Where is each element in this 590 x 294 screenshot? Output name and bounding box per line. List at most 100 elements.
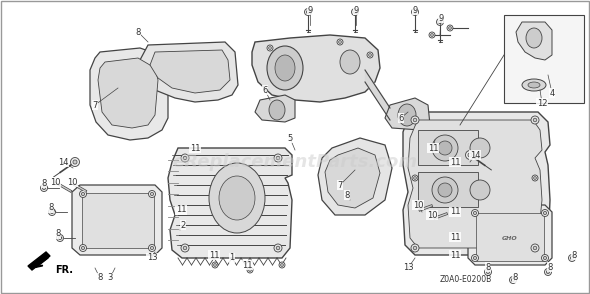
Ellipse shape xyxy=(414,177,417,179)
Text: 10: 10 xyxy=(413,201,423,210)
Ellipse shape xyxy=(533,118,537,122)
Ellipse shape xyxy=(274,154,282,162)
Text: 2: 2 xyxy=(181,220,186,230)
Text: 3: 3 xyxy=(107,273,113,283)
Polygon shape xyxy=(516,22,552,60)
Ellipse shape xyxy=(57,235,64,241)
Text: 4: 4 xyxy=(549,88,555,98)
Bar xyxy=(504,15,584,103)
Ellipse shape xyxy=(269,100,285,120)
Ellipse shape xyxy=(448,27,451,29)
Ellipse shape xyxy=(486,270,490,274)
Polygon shape xyxy=(252,35,380,102)
Ellipse shape xyxy=(413,118,417,122)
Text: 11: 11 xyxy=(428,143,438,153)
Text: 14: 14 xyxy=(58,158,68,166)
Polygon shape xyxy=(325,148,380,208)
Ellipse shape xyxy=(411,9,418,16)
Ellipse shape xyxy=(369,54,371,56)
Text: 9: 9 xyxy=(438,14,444,23)
Ellipse shape xyxy=(438,20,441,24)
Polygon shape xyxy=(408,120,542,248)
Ellipse shape xyxy=(470,180,490,200)
Ellipse shape xyxy=(58,236,61,240)
Ellipse shape xyxy=(48,208,55,216)
Ellipse shape xyxy=(279,262,285,268)
Ellipse shape xyxy=(150,246,153,250)
Ellipse shape xyxy=(484,268,491,275)
Ellipse shape xyxy=(50,211,54,213)
Ellipse shape xyxy=(411,244,419,252)
Bar xyxy=(418,172,478,207)
Ellipse shape xyxy=(281,264,283,266)
Text: 8: 8 xyxy=(512,273,517,283)
Ellipse shape xyxy=(470,138,490,158)
Polygon shape xyxy=(468,205,552,265)
Ellipse shape xyxy=(447,25,453,31)
Text: 8: 8 xyxy=(345,191,350,200)
Ellipse shape xyxy=(510,276,516,283)
Ellipse shape xyxy=(268,47,271,49)
Ellipse shape xyxy=(42,186,45,190)
Ellipse shape xyxy=(339,41,342,43)
Polygon shape xyxy=(255,95,295,122)
Ellipse shape xyxy=(340,50,360,74)
Ellipse shape xyxy=(275,55,295,81)
Ellipse shape xyxy=(546,270,549,274)
Ellipse shape xyxy=(437,19,444,26)
Polygon shape xyxy=(90,48,168,140)
Text: 11: 11 xyxy=(176,206,186,215)
Text: 11: 11 xyxy=(209,250,219,260)
Text: 7: 7 xyxy=(92,101,98,109)
Text: 8: 8 xyxy=(486,263,491,271)
Ellipse shape xyxy=(471,255,478,261)
Ellipse shape xyxy=(531,116,539,124)
Ellipse shape xyxy=(471,210,478,216)
Ellipse shape xyxy=(545,268,552,275)
Ellipse shape xyxy=(512,278,514,282)
Ellipse shape xyxy=(532,175,538,181)
Ellipse shape xyxy=(352,9,359,16)
Ellipse shape xyxy=(531,244,539,252)
Ellipse shape xyxy=(571,256,573,260)
Text: 11: 11 xyxy=(450,158,460,166)
Text: 8: 8 xyxy=(48,203,54,213)
Polygon shape xyxy=(168,148,292,258)
Text: 12: 12 xyxy=(537,98,548,108)
Text: 8: 8 xyxy=(571,250,576,260)
Ellipse shape xyxy=(414,10,417,14)
Text: 7: 7 xyxy=(337,181,343,190)
Polygon shape xyxy=(72,185,162,255)
Ellipse shape xyxy=(353,10,356,14)
Text: 1: 1 xyxy=(230,253,235,263)
Ellipse shape xyxy=(533,177,536,179)
Text: 9: 9 xyxy=(307,6,313,14)
Ellipse shape xyxy=(214,264,217,266)
Ellipse shape xyxy=(543,211,546,215)
Polygon shape xyxy=(150,50,230,93)
Text: 8: 8 xyxy=(41,178,47,188)
Text: 13: 13 xyxy=(403,263,414,273)
Ellipse shape xyxy=(183,246,187,250)
Text: Z0A0-E0200B: Z0A0-E0200B xyxy=(440,275,492,285)
Ellipse shape xyxy=(431,34,433,36)
Text: GHO: GHO xyxy=(502,235,518,240)
Ellipse shape xyxy=(473,256,477,260)
Ellipse shape xyxy=(73,160,77,164)
Ellipse shape xyxy=(149,245,156,251)
Text: 11: 11 xyxy=(450,208,460,216)
Text: FR.: FR. xyxy=(55,265,73,275)
Ellipse shape xyxy=(219,176,255,220)
Ellipse shape xyxy=(411,116,419,124)
Ellipse shape xyxy=(80,245,87,251)
Text: 11: 11 xyxy=(450,233,460,241)
Ellipse shape xyxy=(522,79,546,91)
Text: 11: 11 xyxy=(450,250,460,260)
Ellipse shape xyxy=(209,163,265,233)
Ellipse shape xyxy=(466,151,474,160)
Polygon shape xyxy=(28,252,50,270)
Text: 14: 14 xyxy=(470,151,480,160)
Text: 11: 11 xyxy=(190,143,200,153)
Text: 8: 8 xyxy=(55,230,61,238)
Text: 8: 8 xyxy=(97,273,103,283)
